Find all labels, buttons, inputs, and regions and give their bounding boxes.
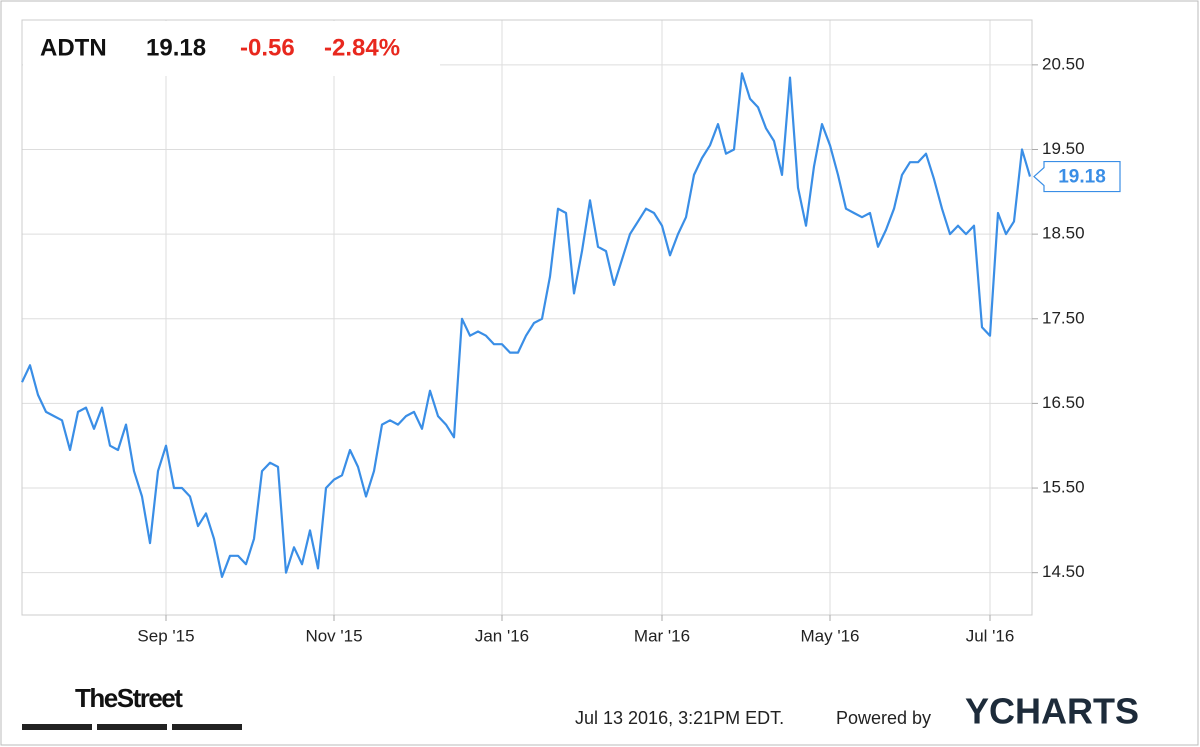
y-tick-label: 15.50 (1042, 478, 1085, 497)
x-tick-label: Mar '16 (634, 626, 690, 645)
publisher-logo: TheStreet (75, 683, 183, 713)
logo-bar (172, 724, 242, 730)
price-line (21, 72, 1032, 578)
last-value-box (1033, 160, 1121, 193)
x-tick-label: May '16 (801, 626, 860, 645)
ticker: ADTN (40, 34, 107, 61)
x-tick-label: Nov '15 (305, 626, 362, 645)
brand: YCHARTS (965, 691, 1139, 732)
y-tick-label: 19.50 (1042, 139, 1085, 158)
logo-bar (22, 724, 92, 730)
change: -0.56 (240, 34, 295, 61)
header-box (23, 21, 440, 76)
x-tick-label: Sep '15 (137, 626, 194, 645)
timestamp: Jul 13 2016, 3:21PM EDT. (575, 708, 784, 728)
x-tick-label: Jan '16 (475, 626, 529, 645)
y-tick-label: 14.50 (1042, 562, 1085, 581)
y-tick-label: 20.50 (1042, 54, 1085, 73)
price: 19.18 (146, 34, 206, 61)
y-tick-label: 16.50 (1042, 393, 1085, 412)
change-pct: -2.84% (324, 34, 400, 61)
plot (21, 72, 1032, 578)
y-tick-label: 17.50 (1042, 308, 1085, 327)
y-tick-label: 18.50 (1042, 224, 1085, 243)
grid (22, 20, 1032, 615)
powered-by: Powered by (836, 708, 931, 728)
logo-bar (97, 724, 167, 730)
plot-border (21, 19, 1033, 616)
last-value-label: 19.18 (1058, 167, 1106, 188)
x-tick-label: Jul '16 (966, 626, 1015, 645)
